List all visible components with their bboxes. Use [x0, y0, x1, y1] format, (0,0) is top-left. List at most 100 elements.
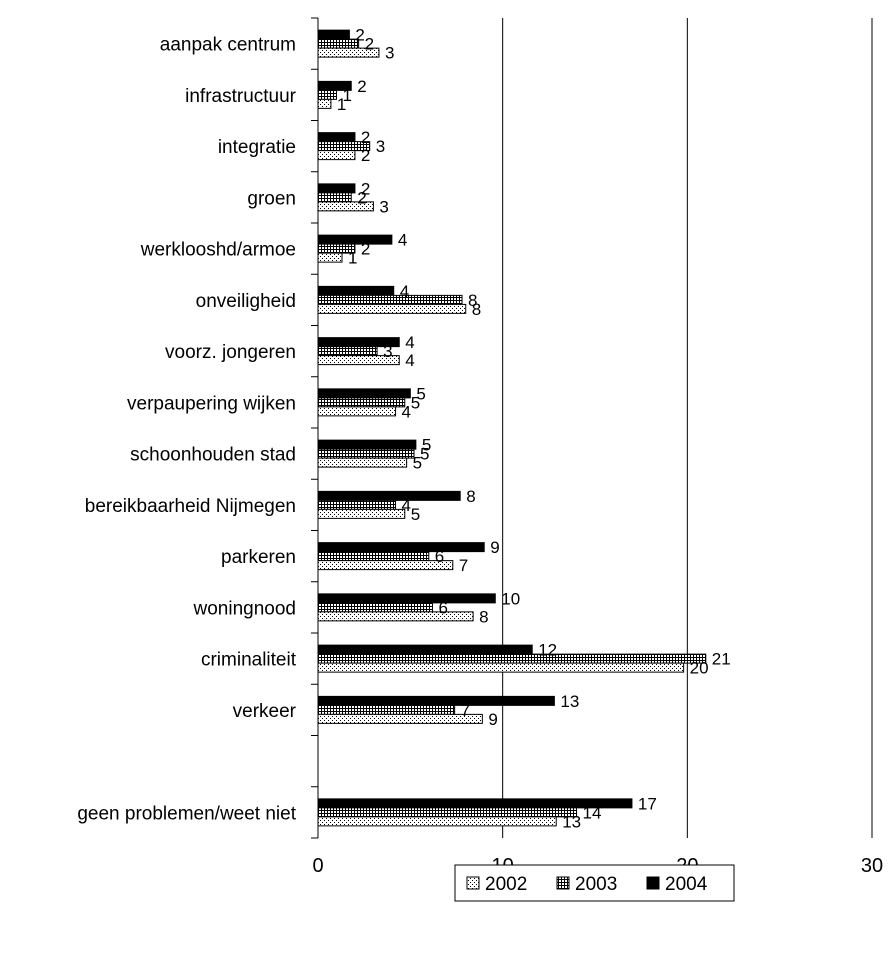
category-label: criminaliteit — [201, 650, 297, 671]
data-label-2002: 7 — [459, 556, 468, 575]
bar-2004 — [317, 388, 411, 399]
bar-2004 — [317, 490, 461, 501]
data-label-2004: 2 — [361, 128, 370, 147]
bar-2004 — [317, 644, 533, 655]
category-label: onveiligheid — [196, 291, 296, 312]
bar-2002 — [317, 662, 685, 673]
bar-2002 — [317, 508, 406, 519]
data-label-2004: 4 — [398, 231, 407, 250]
data-label-2002: 4 — [402, 402, 411, 421]
data-label-2002: 1 — [337, 95, 346, 114]
data-label-2003: 7 — [461, 701, 470, 720]
x-tick-label: 0 — [312, 855, 323, 877]
data-label-2002: 4 — [405, 351, 414, 370]
data-label-2002: 3 — [379, 197, 388, 216]
bar-2003 — [317, 551, 430, 562]
x-tick-label: 30 — [861, 855, 883, 877]
category-label: verkeer — [233, 701, 297, 722]
data-label-2002: 13 — [562, 812, 581, 831]
bar-2002 — [317, 406, 397, 417]
data-label-2003: 2 — [365, 35, 374, 54]
data-label-2004: 4 — [405, 333, 414, 352]
data-label-2003: 2 — [357, 188, 366, 207]
category-label: infrastructuur — [185, 86, 297, 107]
data-label-2003: 3 — [376, 137, 385, 156]
data-label-2002: 3 — [385, 44, 394, 63]
legend-label-2002: 2002 — [485, 874, 527, 895]
legend-box — [454, 864, 735, 902]
data-label-2002: 2 — [361, 146, 370, 165]
data-label-2004: 9 — [490, 538, 499, 557]
gridlines — [502, 18, 873, 838]
data-label-2003: 1 — [342, 86, 351, 105]
data-label-2003: 5 — [411, 393, 420, 412]
data-label-2004: 8 — [466, 487, 475, 506]
data-label-2004: 2 — [357, 77, 366, 96]
bar-2002 — [317, 98, 332, 109]
data-label-2003: 5 — [420, 445, 429, 464]
data-label-2003: 6 — [438, 598, 447, 617]
bar-2002 — [317, 611, 474, 622]
bar-2003 — [317, 89, 337, 100]
category-label: parkeren — [221, 547, 296, 568]
bar-2004 — [317, 285, 395, 296]
bar-2004 — [317, 29, 350, 40]
data-label-2002: 9 — [488, 710, 497, 729]
legend-label-2003: 2003 — [575, 874, 617, 895]
legend-label-2004: 2004 — [665, 874, 708, 895]
data-label-2003: 2 — [361, 240, 370, 259]
bar-2003 — [317, 192, 352, 203]
category-label: voorz. jongeren — [165, 342, 296, 363]
bar-2004 — [317, 439, 417, 450]
bar-2003 — [317, 653, 707, 664]
bar-2004 — [317, 132, 356, 143]
data-label-2003: 14 — [583, 803, 602, 822]
data-label-2004: 5 — [416, 384, 425, 403]
bar-2004 — [317, 593, 496, 604]
bar-2002 — [317, 150, 356, 161]
category-label: integratie — [218, 137, 296, 158]
category-label: groen — [247, 188, 296, 209]
data-label-2002: 20 — [690, 659, 709, 678]
data-label-2004: 2 — [355, 26, 364, 45]
bar-2003 — [317, 397, 406, 408]
bar-2003 — [317, 704, 456, 715]
bar-2002 — [317, 252, 343, 263]
bar-2004 — [317, 695, 555, 706]
data-label-2003: 21 — [712, 650, 731, 669]
category-label: werklooshd/armoe — [140, 240, 296, 261]
legend-swatch-2004 — [646, 876, 660, 890]
bar-2003 — [317, 346, 378, 357]
bar-2004 — [317, 183, 356, 194]
data-label-2003: 6 — [435, 547, 444, 566]
bar-2002 — [317, 816, 557, 827]
bar-2003 — [317, 448, 415, 459]
category-label: schoonhouden stad — [130, 445, 296, 466]
category-label: woningnood — [193, 598, 296, 619]
bar-2004 — [317, 234, 393, 245]
data-label-2002: 5 — [413, 454, 422, 473]
bar-2002 — [317, 303, 467, 314]
bar-2004 — [317, 542, 485, 553]
category-label: verpaupering wijken — [127, 393, 296, 414]
data-label-2003: 3 — [383, 342, 392, 361]
bar-2003 — [317, 602, 433, 613]
bar-2002 — [317, 713, 483, 724]
data-label-2004: 5 — [422, 436, 431, 455]
bars — [317, 29, 707, 827]
labels: aanpak centrum infrastructuur integratie gr… — [77, 26, 730, 832]
data-label-2004: 17 — [638, 794, 657, 813]
data-label-2002: 1 — [348, 249, 357, 268]
data-label-2003: 8 — [468, 291, 477, 310]
bar-2002 — [317, 560, 454, 571]
data-label-2004: 13 — [560, 692, 579, 711]
data-label-2004: 2 — [361, 179, 370, 198]
bar-2002 — [317, 457, 408, 468]
legend-swatch-2002 — [466, 876, 480, 890]
bar-2003 — [317, 38, 360, 49]
category-label: aanpak centrum — [160, 35, 296, 56]
bar-2003 — [317, 294, 463, 305]
data-label-2002: 8 — [479, 607, 488, 626]
data-label-2002: 5 — [411, 505, 420, 524]
